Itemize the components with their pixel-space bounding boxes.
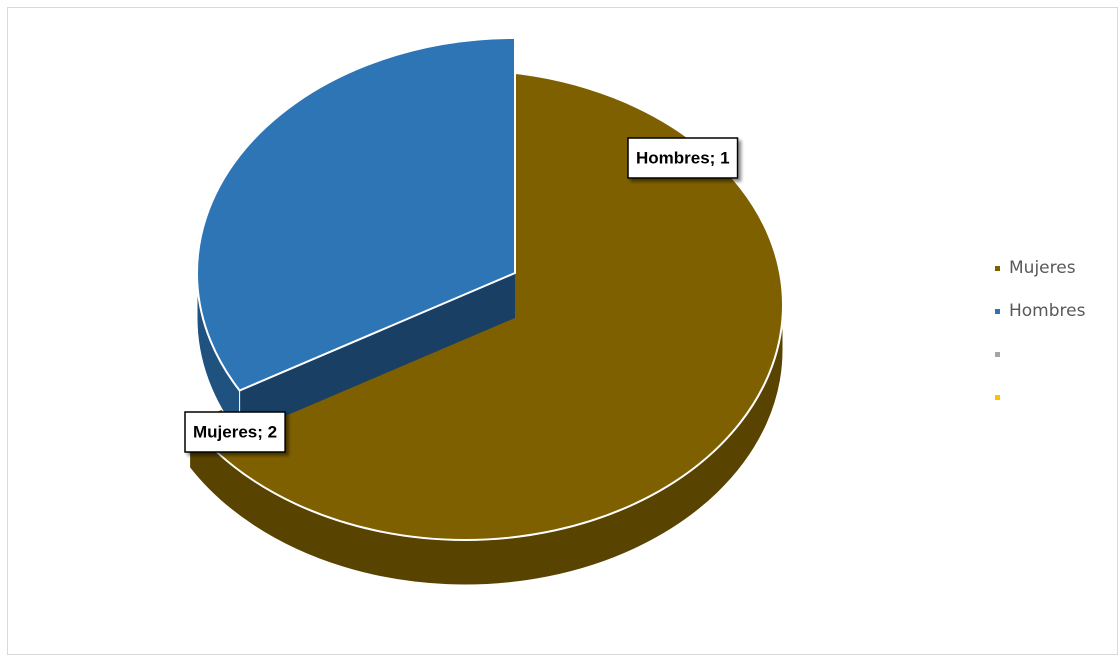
- data-label: Mujeres; 2: [193, 422, 277, 441]
- legend-swatch: [995, 352, 1000, 357]
- legend-swatch: [995, 309, 1000, 314]
- data-label: Hombres; 1: [636, 148, 730, 167]
- legend-label: Hombres: [1009, 301, 1086, 321]
- slice-wall: [239, 273, 515, 436]
- legend-label: Mujeres: [1009, 258, 1076, 278]
- legend-swatch: [995, 266, 1000, 271]
- slice: [196, 36, 516, 392]
- data-label-box: [184, 411, 286, 453]
- legend-swatch: [995, 395, 1000, 400]
- data-label-box: [627, 137, 739, 179]
